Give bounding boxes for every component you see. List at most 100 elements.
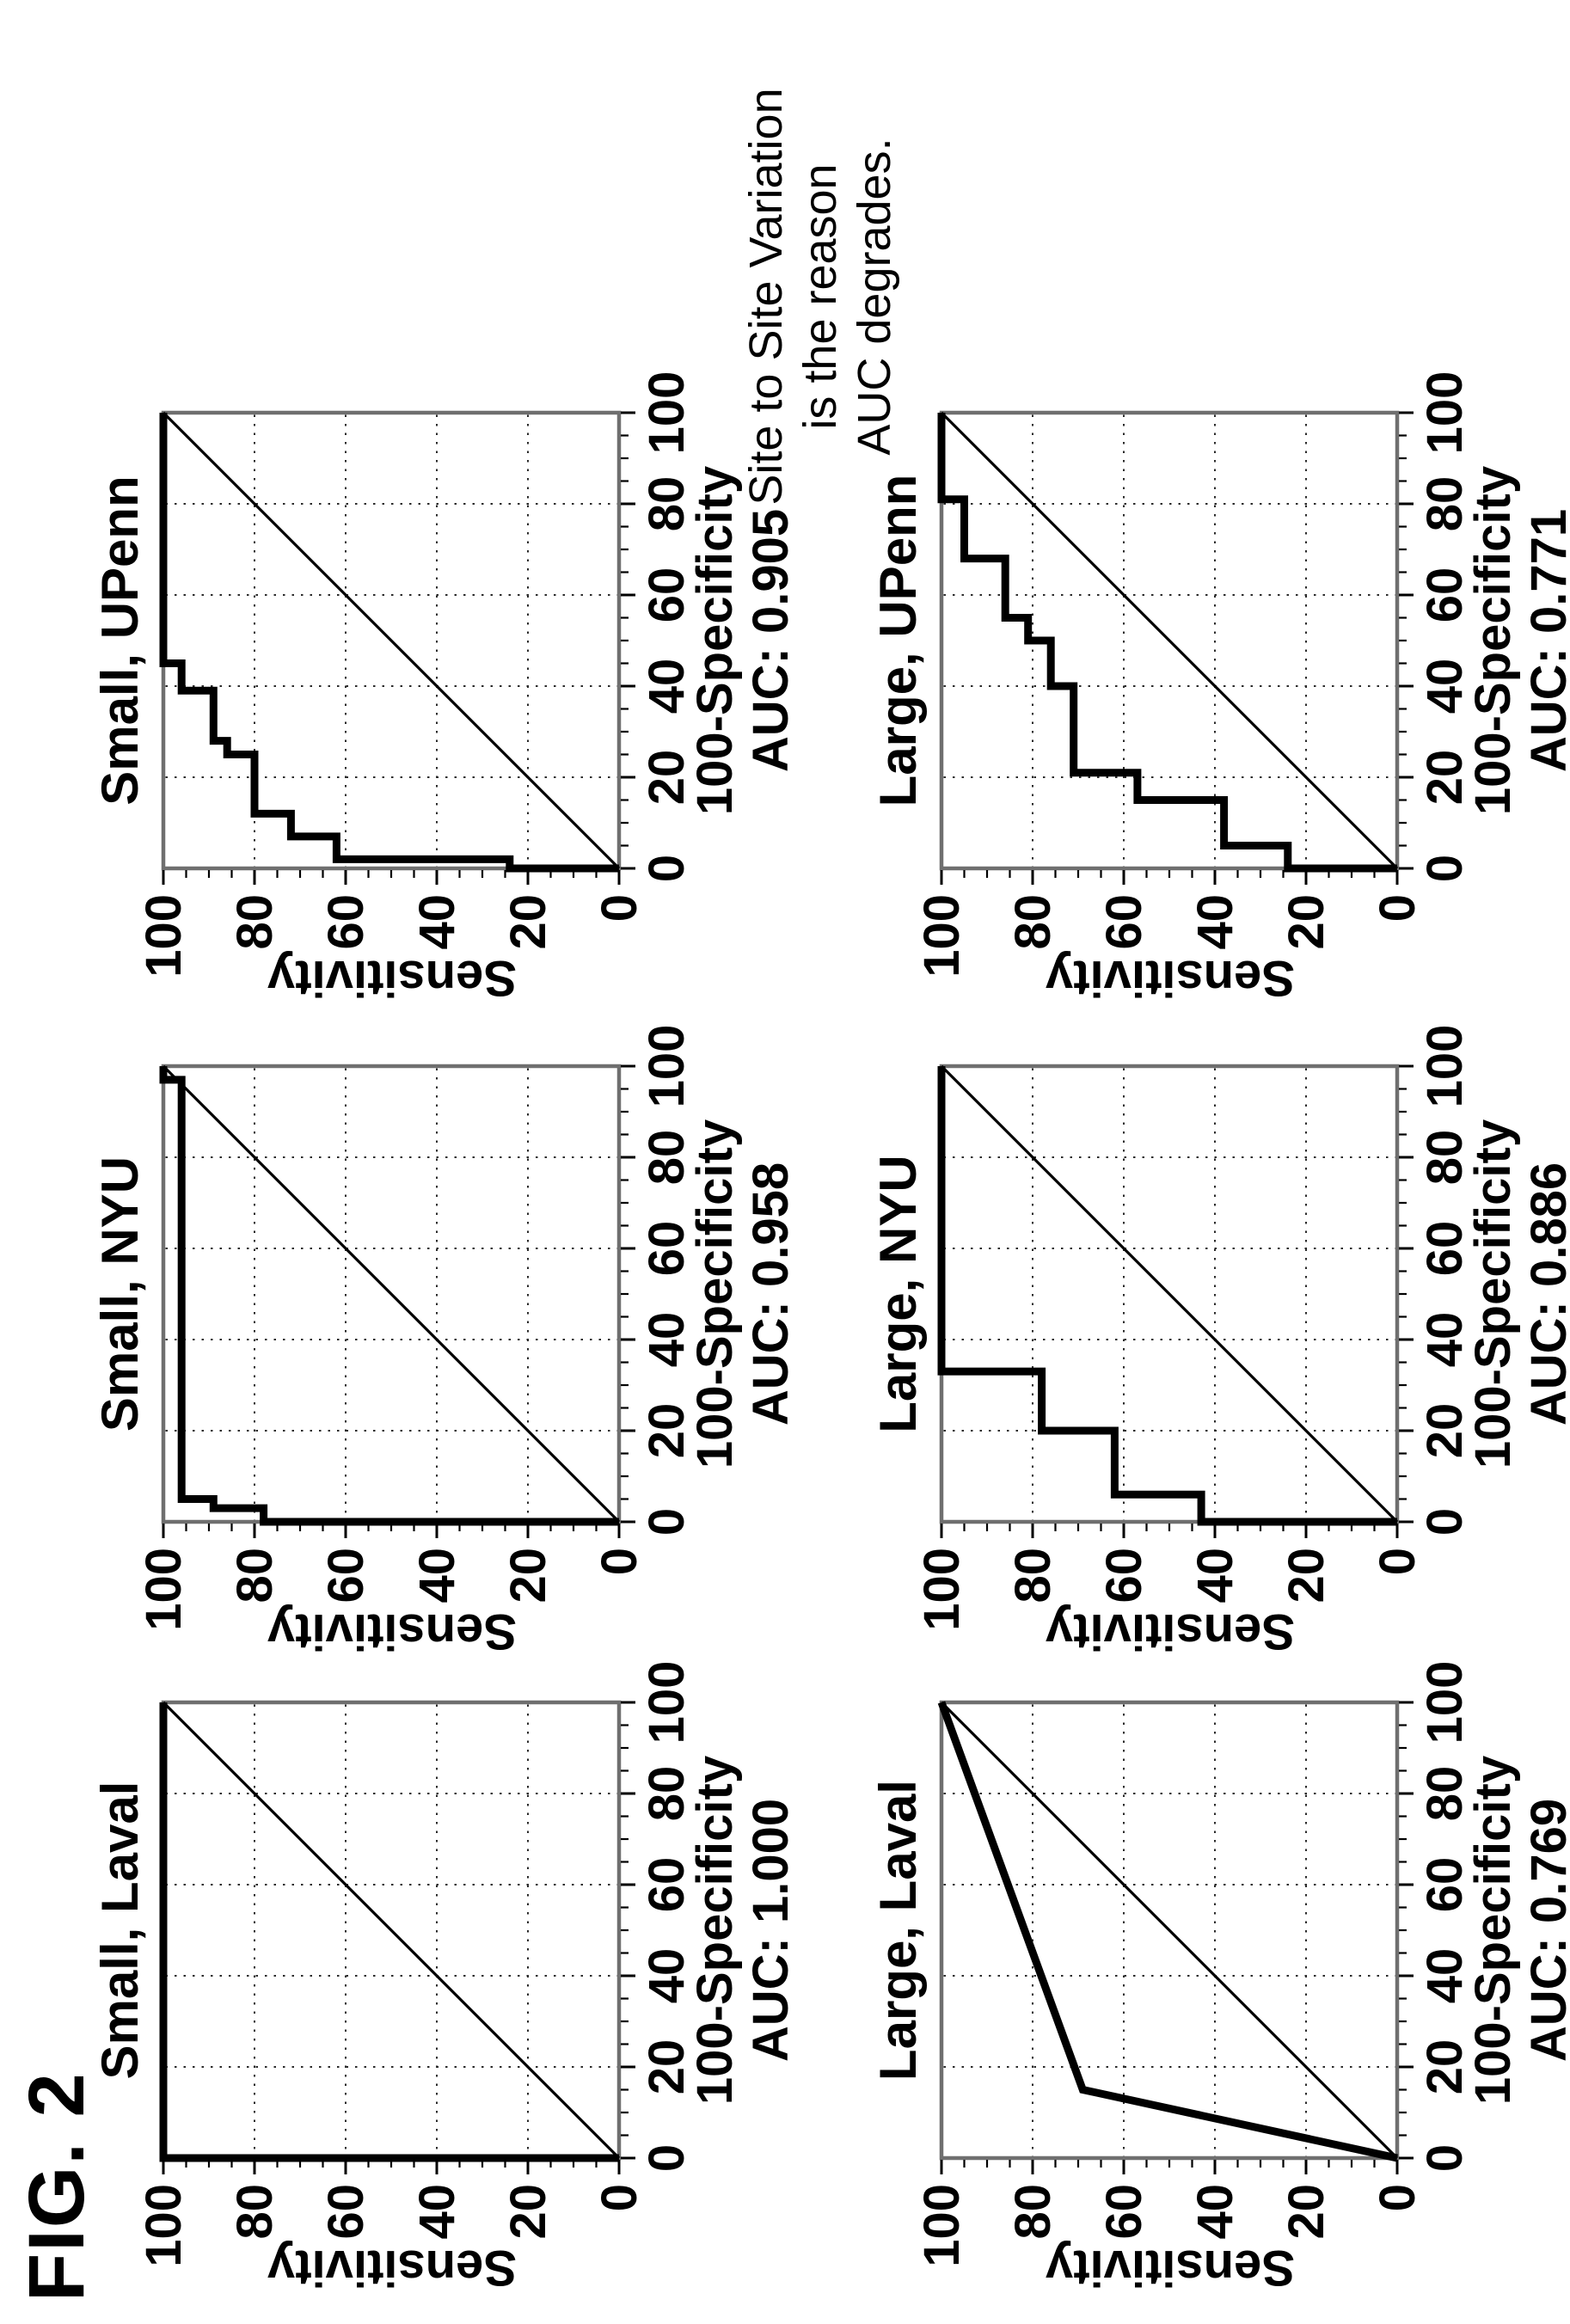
tick-labels: 0 0 20 20 40 40 60 60 80 80 100 100 [136,1661,695,2267]
y-tick-label: 0 [1370,894,1426,922]
x-axis-label: 100-Specificity [687,1119,743,1469]
roc-curve [937,413,1397,873]
y-tick-label: 80 [227,1548,283,1603]
y-tick-label: 20 [500,1548,556,1603]
y-tick-label: 80 [227,894,283,950]
y-tick-label: 80 [1005,2184,1061,2240]
x-tick-label: 20 [1417,750,1473,806]
x-tick-label: 20 [639,1403,695,1459]
roc-curve [937,1701,1398,2162]
diagonal-reference-line [162,1064,621,1524]
x-tick-label: 20 [639,750,695,806]
plot-title: Large, NYU [869,1155,927,1433]
diagonal-reference-line [162,1701,621,2160]
x-tick-label: 60 [639,567,695,623]
plot-title: Small, NYU [91,1156,149,1432]
x-tick-label: 0 [1417,1508,1473,1536]
roc-chart-large-nyu: 0 0 20 20 40 40 60 60 80 80 100 100 [914,1025,1473,1631]
x-tick-label: 80 [639,1130,695,1186]
x-tick-label: 80 [1417,1130,1473,1186]
axis-ticks [940,411,1414,885]
y-tick-label: 0 [1370,1548,1426,1575]
x-tick-label: 0 [639,855,695,882]
auc-label: AUC: 0.771 [1521,508,1570,773]
y-axis-label: Sensitivity [1045,2240,1296,2296]
roc-curve [159,1702,619,2162]
plot-title: Small, UPenn [91,475,149,806]
x-tick-label: 80 [1417,476,1473,532]
auc-label: AUC: 0.886 [1521,1162,1570,1426]
diagonal-reference-line [940,1701,1399,2160]
axis-ticks [162,1064,635,1538]
y-tick-label: 0 [1370,2184,1426,2211]
y-axis-label: Sensitivity [1045,950,1296,1006]
x-tick-label: 20 [1417,1403,1473,1459]
plot-title: Small, Laval [91,1781,149,2080]
x-tick-label: 0 [639,1508,695,1536]
figure-label: FIG. 2 [13,2071,101,2302]
y-tick-label: 40 [1187,894,1243,950]
x-tick-label: 40 [1417,1312,1473,1368]
x-tick-label: 100 [1417,371,1473,455]
y-tick-label: 40 [1187,2184,1243,2240]
auc-label: AUC: 0.769 [1521,1798,1570,2063]
grid [941,1066,1397,1522]
y-tick-label: 60 [1096,894,1152,950]
axis-ticks [940,1064,1414,1538]
auc-label: AUC: 1.000 [743,1798,799,2063]
x-tick-label: 100 [639,371,695,455]
y-tick-label: 80 [1005,1548,1061,1603]
y-tick-label: 20 [1279,2184,1334,2240]
x-axis-label: 100-Specificity [1465,1119,1521,1469]
y-axis-label: Sensitivity [1045,1603,1296,1659]
y-tick-label: 60 [1096,1548,1152,1603]
diagonal-reference-line [162,411,621,870]
axis-ticks [162,411,635,885]
y-tick-label: 80 [227,2184,283,2240]
y-axis-label: Sensitivity [267,2240,518,2296]
plot-title: Large, UPenn [869,474,927,807]
auc-label: AUC: 0.905 [743,508,799,773]
y-tick-label: 0 [592,1548,647,1575]
x-tick-label: 100 [1417,1025,1473,1108]
x-tick-label: 0 [639,2144,695,2172]
y-tick-label: 40 [1187,1548,1243,1603]
x-tick-label: 80 [1417,1766,1473,1822]
y-tick-label: 0 [592,894,647,922]
y-tick-label: 20 [500,894,556,950]
x-axis-label: 100-Specificity [1465,465,1521,816]
y-tick-label: 100 [136,2184,192,2267]
y-tick-label: 100 [136,1548,192,1631]
y-tick-label: 40 [409,2184,465,2240]
x-tick-label: 40 [1417,659,1473,714]
x-axis-label: 100-Specificity [1465,1755,1521,2106]
y-tick-label: 60 [1096,2184,1152,2240]
x-tick-label: 0 [1417,2144,1473,2172]
plot-frame [939,410,1400,871]
x-tick-label: 20 [1417,2039,1473,2095]
x-tick-label: 60 [1417,1857,1473,1913]
x-tick-label: 40 [639,659,695,714]
roc-chart-small-upenn: 0 0 20 20 40 40 60 60 80 80 100 100 [136,371,695,978]
x-axis-label: 100-Specificity [687,465,743,816]
caption-line: is the reason [794,163,846,430]
y-tick-label: 100 [914,1548,970,1631]
tick-labels: 0 0 20 20 40 40 60 60 80 80 100 100 [914,1661,1473,2267]
diagonal-reference-line [940,1064,1399,1524]
x-tick-label: 40 [639,1948,695,2004]
x-tick-label: 80 [639,476,695,532]
roc-chart-large-upenn: 0 0 20 20 40 40 60 60 80 80 100 100 [914,371,1473,978]
y-tick-label: 100 [136,894,192,978]
plot-title: Large, Laval [869,1779,927,2082]
y-tick-label: 20 [1279,1548,1334,1603]
roc-curve [159,1066,619,1526]
tick-labels: 0 0 20 20 40 40 60 60 80 80 100 100 [136,371,695,978]
x-tick-label: 40 [639,1312,695,1368]
roc-curve [159,413,619,873]
x-tick-label: 100 [639,1661,695,1745]
x-tick-label: 0 [1417,855,1473,882]
y-tick-label: 60 [318,2184,374,2240]
y-tick-label: 60 [318,1548,374,1603]
x-tick-label: 100 [639,1025,695,1108]
